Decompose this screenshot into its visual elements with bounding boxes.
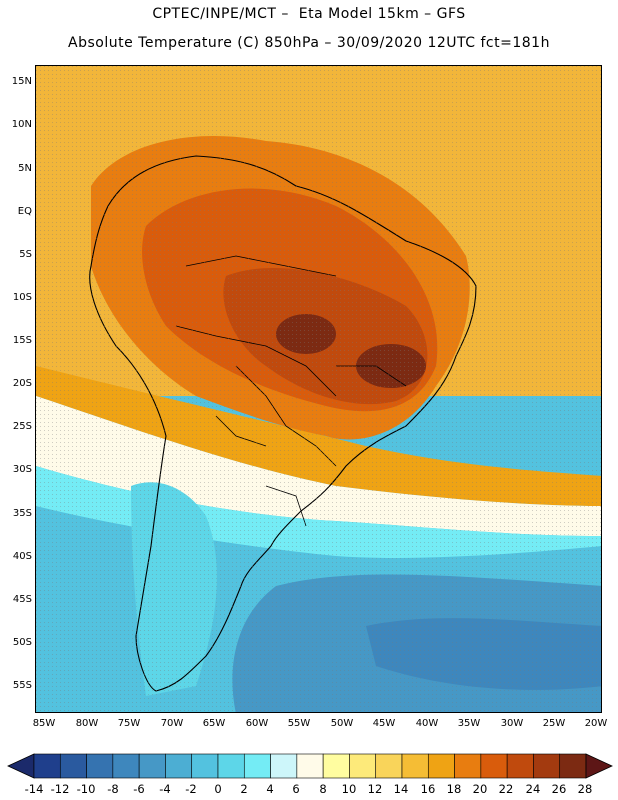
map-title-line-1: CPTEC/INPE/MCT – Eta Model 15km – GFS xyxy=(152,6,466,22)
lon-label: 55W xyxy=(287,718,311,729)
lon-label: 65W xyxy=(202,718,226,729)
lat-label: 5S xyxy=(19,249,32,260)
lon-label: 35W xyxy=(457,718,481,729)
lon-label: 80W xyxy=(75,718,99,729)
colorbar-label: -2 xyxy=(185,782,197,796)
colorbar-label: 6 xyxy=(292,782,300,796)
colorbar-label: 12 xyxy=(367,782,383,796)
lon-label: 60W xyxy=(245,718,269,729)
colorbar-label: 22 xyxy=(498,782,514,796)
colorbar-high-arrow xyxy=(585,753,613,779)
lat-label: 20S xyxy=(12,378,32,389)
map-title-line-2: Absolute Temperature (C) 850hPa – 30/09/… xyxy=(68,35,550,51)
lat-label: 40S xyxy=(12,551,32,562)
lat-label: 55S xyxy=(12,680,32,691)
colorbar-label: 28 xyxy=(577,782,593,796)
colorbar-label: 0 xyxy=(214,782,222,796)
colorbar-swatch xyxy=(86,753,114,779)
colorbar xyxy=(7,753,613,779)
colorbar-label: 14 xyxy=(393,782,409,796)
colorbar-swatch xyxy=(533,753,561,779)
lat-label: 10N xyxy=(11,119,32,130)
colorbar-label: 2 xyxy=(240,782,248,796)
colorbar-label: -10 xyxy=(76,782,96,796)
lon-label: 85W xyxy=(32,718,56,729)
lat-label: 35S xyxy=(12,508,32,519)
colorbar-label: -4 xyxy=(159,782,171,796)
colorbar-label: 20 xyxy=(472,782,488,796)
lon-label: 70W xyxy=(160,718,184,729)
colorbar-label: 16 xyxy=(420,782,436,796)
lon-label: 75W xyxy=(117,718,141,729)
colorbar-label: 10 xyxy=(341,782,357,796)
colorbar-label: -6 xyxy=(133,782,145,796)
colorbar-swatch xyxy=(427,753,455,779)
colorbar-label: 26 xyxy=(551,782,567,796)
colorbar-swatch xyxy=(243,753,271,779)
lon-label: 50W xyxy=(330,718,354,729)
temperature-field-svg xyxy=(36,66,601,712)
colorbar-label: 24 xyxy=(525,782,541,796)
colorbar-swatch xyxy=(375,753,403,779)
lat-label: 25S xyxy=(12,421,32,432)
graticule-dots xyxy=(36,66,601,712)
lat-label: 5N xyxy=(18,163,32,174)
lat-label: 45S xyxy=(12,594,32,605)
colorbar-label: 8 xyxy=(319,782,327,796)
colorbar-swatch xyxy=(191,753,219,779)
lat-label: 15N xyxy=(11,76,32,87)
lat-label: EQ xyxy=(17,206,32,217)
colorbar-swatch xyxy=(296,753,324,779)
colorbar-low-arrow xyxy=(7,753,35,779)
colorbar-label: -8 xyxy=(107,782,119,796)
lon-label: 40W xyxy=(415,718,439,729)
colorbar-swatch xyxy=(322,753,350,779)
colorbar-swatch xyxy=(217,753,245,779)
colorbar-swatch xyxy=(349,753,377,779)
colorbar-swatches xyxy=(33,753,587,779)
colorbar-swatch xyxy=(112,753,140,779)
colorbar-swatch xyxy=(401,753,429,779)
lon-label: 25W xyxy=(542,718,566,729)
colorbar-swatch xyxy=(480,753,508,779)
lat-label: 15S xyxy=(12,335,32,346)
lat-label: 50S xyxy=(12,637,32,648)
colorbar-swatch xyxy=(138,753,166,779)
lat-label: 10S xyxy=(12,292,32,303)
lat-label: 30S xyxy=(12,464,32,475)
colorbar-label: -14 xyxy=(24,782,44,796)
temperature-map xyxy=(35,65,602,713)
colorbar-swatch xyxy=(270,753,298,779)
colorbar-swatch xyxy=(559,753,587,779)
lon-label: 45W xyxy=(372,718,396,729)
colorbar-label: -12 xyxy=(50,782,70,796)
colorbar-swatch xyxy=(33,753,61,779)
lon-label: 20W xyxy=(584,718,608,729)
lon-label: 30W xyxy=(500,718,524,729)
colorbar-swatch xyxy=(165,753,193,779)
colorbar-swatch xyxy=(59,753,87,779)
colorbar-label: 18 xyxy=(446,782,462,796)
colorbar-swatch xyxy=(506,753,534,779)
colorbar-label: 4 xyxy=(266,782,274,796)
colorbar-swatch xyxy=(454,753,482,779)
